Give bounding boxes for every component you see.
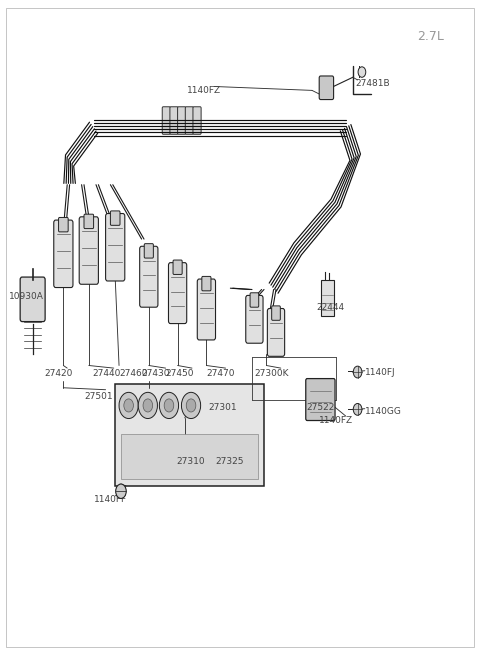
Circle shape [116, 484, 126, 498]
FancyBboxPatch shape [106, 214, 125, 281]
FancyBboxPatch shape [84, 214, 94, 229]
Text: 27460: 27460 [119, 369, 147, 378]
FancyBboxPatch shape [193, 107, 201, 134]
Circle shape [358, 67, 366, 77]
Circle shape [143, 399, 153, 412]
Circle shape [138, 392, 157, 419]
FancyBboxPatch shape [246, 295, 263, 343]
Text: 27501: 27501 [84, 392, 113, 401]
Bar [321, 280, 334, 316]
FancyBboxPatch shape [162, 107, 170, 134]
Circle shape [353, 366, 362, 378]
Circle shape [353, 403, 362, 415]
Text: 27301: 27301 [209, 403, 238, 412]
FancyBboxPatch shape [54, 220, 73, 288]
Bar [115, 384, 264, 486]
Circle shape [119, 392, 138, 419]
FancyBboxPatch shape [272, 306, 280, 320]
Text: 1140FJ: 1140FJ [365, 367, 396, 377]
Text: 27481B: 27481B [355, 79, 390, 88]
Circle shape [164, 399, 174, 412]
FancyBboxPatch shape [250, 293, 259, 307]
FancyBboxPatch shape [79, 217, 98, 284]
Text: 1140FF: 1140FF [94, 495, 127, 504]
Text: 27440: 27440 [92, 369, 120, 378]
FancyBboxPatch shape [168, 263, 187, 324]
FancyBboxPatch shape [306, 379, 335, 421]
Bar [121, 434, 258, 479]
Text: 27300K: 27300K [254, 369, 289, 378]
FancyBboxPatch shape [144, 244, 154, 258]
Text: 27310: 27310 [177, 457, 205, 466]
Circle shape [181, 392, 201, 419]
Text: 2.7L: 2.7L [418, 29, 444, 43]
Circle shape [186, 399, 196, 412]
Text: 1140FZ: 1140FZ [319, 416, 353, 425]
FancyBboxPatch shape [20, 277, 45, 322]
FancyBboxPatch shape [197, 279, 216, 340]
Text: 10930A: 10930A [9, 291, 44, 301]
Text: 27450: 27450 [166, 369, 194, 378]
Circle shape [124, 399, 133, 412]
FancyBboxPatch shape [202, 276, 211, 291]
FancyBboxPatch shape [140, 246, 158, 307]
FancyBboxPatch shape [110, 211, 120, 225]
FancyBboxPatch shape [319, 76, 334, 100]
Text: 27522: 27522 [306, 403, 335, 412]
Text: 1140GG: 1140GG [365, 407, 402, 416]
Text: 22444: 22444 [317, 303, 345, 312]
FancyBboxPatch shape [59, 217, 68, 232]
FancyBboxPatch shape [173, 260, 182, 274]
FancyBboxPatch shape [185, 107, 193, 134]
Text: 27325: 27325 [215, 457, 243, 466]
Text: 1140FZ: 1140FZ [187, 86, 221, 95]
FancyBboxPatch shape [267, 309, 285, 356]
FancyBboxPatch shape [178, 107, 186, 134]
FancyBboxPatch shape [170, 107, 178, 134]
Text: 27470: 27470 [206, 369, 235, 378]
Text: 27420: 27420 [44, 369, 72, 378]
Text: 27430: 27430 [142, 369, 170, 378]
Circle shape [159, 392, 179, 419]
